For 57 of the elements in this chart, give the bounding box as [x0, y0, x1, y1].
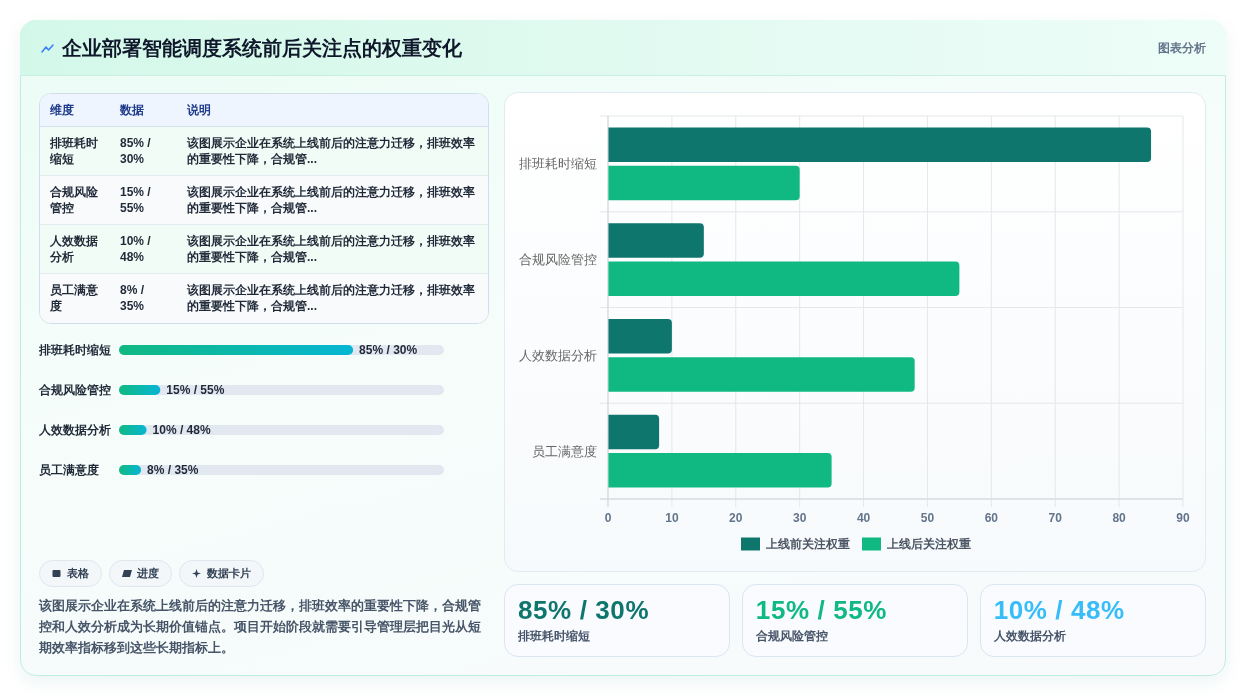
- x-tick-label: 30: [792, 511, 807, 525]
- text: 合规风险管控: [755, 628, 828, 644]
- data-label: 10% / 48%: [152, 423, 211, 437]
- text: 数据: [120, 102, 145, 119]
- x-tick-label: 0: [604, 511, 612, 525]
- x-tick-label: 90: [1176, 511, 1190, 525]
- data-label: 15% / 55%: [166, 383, 225, 397]
- text: 该图展示企业在系统上线前后的注意力迁移，排班效率的重要性下降，合规管...: [187, 184, 476, 216]
- text: 该图展示企业在系统上线前后的注意力迁移，排班效率的重要性下降，合规管...: [187, 135, 476, 167]
- bar: [608, 357, 915, 392]
- x-tick-label: 80: [1112, 511, 1127, 525]
- text: 进度: [137, 566, 159, 581]
- bar: [608, 453, 832, 488]
- x-tick-label: 70: [1048, 511, 1063, 525]
- text: 说明: [187, 102, 212, 119]
- bar: [119, 425, 147, 435]
- text: 10% / 48%: [120, 233, 152, 265]
- bar: [608, 165, 800, 201]
- text: 该图展示企业在系统上线前后的注意力迁移，排班效率的重要性下降，合规管...: [187, 233, 476, 265]
- text: 表格: [67, 566, 89, 581]
- text: 15% / 55%: [755, 594, 887, 626]
- text: 企业部署智能调度系统前后关注点的权重变化: [62, 36, 462, 61]
- bar: [608, 261, 960, 297]
- x-tick-label: 10: [665, 511, 679, 525]
- y-tick-label: 人效数据分析: [38, 423, 111, 437]
- bar: [608, 318, 672, 354]
- text: 85% / 30%: [518, 594, 650, 626]
- text: 85% / 30%: [120, 135, 152, 167]
- x-tick-label: 20: [729, 511, 743, 525]
- y-tick-label: 人效数据分析: [519, 347, 597, 363]
- bar: [608, 127, 1152, 162]
- text: 图表分析: [1158, 40, 1206, 57]
- y-tick-label: 排班耗时缩短: [38, 343, 111, 357]
- x-tick-label: 40: [856, 511, 871, 525]
- text: 维度: [50, 102, 75, 119]
- y-tick-label: 员工满意度: [39, 463, 99, 477]
- y-tick-label: 合规风险管控: [38, 383, 111, 397]
- y-tick-label: 合规风险管控: [519, 252, 597, 268]
- text: 该图展示企业在系统上线前后的注意力迁移，排班效率的重要性下降，合规管控和人效分析成为长期价值锚点。项目开始阶段就需要引导管理层把目光从短期效率指标移到这些长期指标上。: [39, 597, 482, 657]
- data-label: 8% / 35%: [147, 463, 199, 477]
- x-tick-label: 60: [984, 511, 999, 525]
- text: 人效数据分析: [993, 628, 1066, 644]
- text: 10% / 48%: [993, 594, 1125, 626]
- y-tick-label: 员工满意度: [532, 443, 597, 459]
- legend-label: 上线前关注权重: [765, 537, 850, 551]
- text: 该图展示企业在系统上线前后的注意力迁移，排班效率的重要性下降，合规管...: [187, 282, 476, 314]
- data-label: 85% / 30%: [359, 343, 418, 357]
- bar: [119, 385, 161, 395]
- y-tick-label: 排班耗时缩短: [519, 156, 597, 172]
- x-tick-label: 50: [920, 511, 935, 525]
- text: 8% / 35%: [120, 282, 146, 314]
- text: 数据卡片: [207, 566, 251, 581]
- bar: [608, 223, 704, 258]
- bar: [119, 465, 142, 475]
- text: 15% / 55%: [120, 184, 152, 216]
- bar: [608, 414, 660, 450]
- legend-label: 上线后关注权重: [886, 537, 971, 551]
